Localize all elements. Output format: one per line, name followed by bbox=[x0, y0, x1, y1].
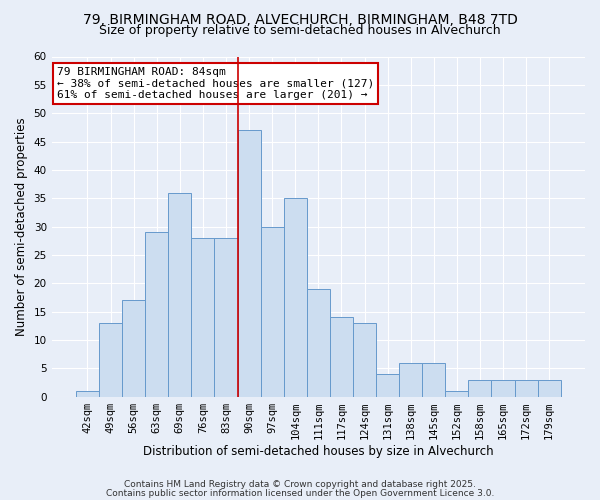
Bar bbox=[260, 226, 284, 396]
Text: 79, BIRMINGHAM ROAD, ALVECHURCH, BIRMINGHAM, B48 7TD: 79, BIRMINGHAM ROAD, ALVECHURCH, BIRMING… bbox=[83, 12, 517, 26]
Bar bbox=[191, 238, 214, 396]
Text: Contains public sector information licensed under the Open Government Licence 3.: Contains public sector information licen… bbox=[106, 488, 494, 498]
Bar bbox=[99, 323, 122, 396]
Bar bbox=[445, 391, 469, 396]
X-axis label: Distribution of semi-detached houses by size in Alvechurch: Distribution of semi-detached houses by … bbox=[143, 444, 494, 458]
Bar bbox=[491, 380, 515, 396]
Bar bbox=[330, 317, 353, 396]
Bar bbox=[353, 323, 376, 396]
Bar bbox=[307, 289, 330, 397]
Bar bbox=[214, 238, 238, 396]
Bar bbox=[76, 391, 99, 396]
Bar bbox=[238, 130, 260, 396]
Text: Contains HM Land Registry data © Crown copyright and database right 2025.: Contains HM Land Registry data © Crown c… bbox=[124, 480, 476, 489]
Bar bbox=[422, 362, 445, 396]
Bar bbox=[284, 198, 307, 396]
Bar bbox=[145, 232, 168, 396]
Bar bbox=[515, 380, 538, 396]
Bar bbox=[122, 300, 145, 396]
Bar bbox=[376, 374, 399, 396]
Text: 79 BIRMINGHAM ROAD: 84sqm
← 38% of semi-detached houses are smaller (127)
61% of: 79 BIRMINGHAM ROAD: 84sqm ← 38% of semi-… bbox=[57, 66, 374, 100]
Bar bbox=[168, 192, 191, 396]
Bar bbox=[538, 380, 561, 396]
Y-axis label: Number of semi-detached properties: Number of semi-detached properties bbox=[15, 117, 28, 336]
Text: Size of property relative to semi-detached houses in Alvechurch: Size of property relative to semi-detach… bbox=[99, 24, 501, 37]
Bar bbox=[399, 362, 422, 396]
Bar bbox=[469, 380, 491, 396]
